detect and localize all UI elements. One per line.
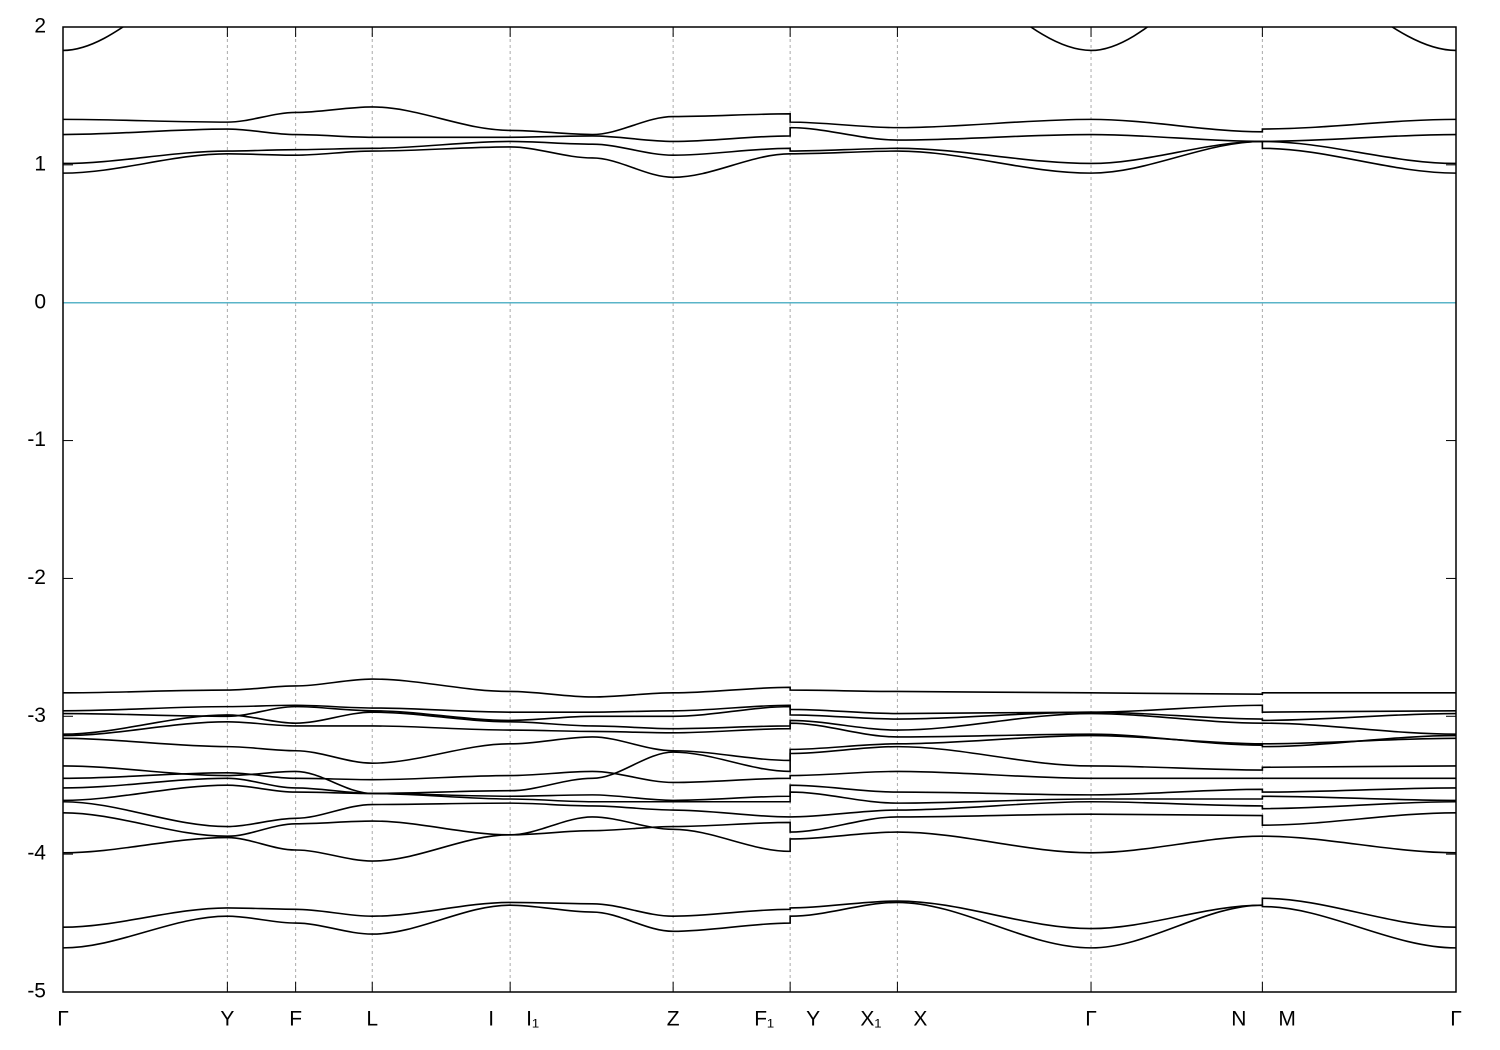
plot-frame	[62, 26, 1457, 993]
x-tick-label: Z	[667, 1008, 680, 1031]
y-tick-label: 2	[34, 15, 46, 38]
band	[63, 816, 1456, 862]
x-tick-label: F	[289, 1008, 302, 1031]
x-tick-label: N	[1231, 1008, 1246, 1031]
x-tick-label: F₁	[754, 1008, 774, 1031]
x-tick-label: X	[913, 1008, 927, 1031]
x-tick-label: Y	[220, 1008, 234, 1031]
band	[63, 27, 1456, 52]
x-tick-label: Γ	[57, 1008, 69, 1031]
band	[63, 811, 1456, 838]
band	[63, 711, 1456, 736]
y-tick-label: -2	[27, 566, 46, 589]
band	[63, 140, 1456, 165]
y-tick-label: -3	[27, 704, 46, 727]
bands	[63, 27, 1456, 949]
band	[63, 770, 1456, 784]
band	[63, 784, 1456, 804]
x-tick-label: L	[366, 1008, 378, 1031]
x-tick-label: Γ	[1085, 1008, 1097, 1031]
band	[63, 901, 1456, 949]
y-tick-label: -4	[27, 842, 46, 865]
band	[63, 106, 1456, 136]
band	[63, 734, 1456, 764]
band	[63, 720, 1456, 748]
x-tick-label: M	[1278, 1008, 1296, 1031]
y-tick-label: -5	[27, 980, 46, 1003]
band	[63, 705, 1456, 722]
band	[63, 678, 1456, 698]
x-tick-label: X₁	[860, 1008, 881, 1031]
band	[63, 126, 1456, 143]
band	[63, 745, 1456, 795]
band	[63, 800, 1456, 828]
x-tick-label: I₁	[526, 1008, 539, 1031]
x-tick-label: I	[488, 1008, 494, 1031]
band	[63, 140, 1456, 179]
x-tick-label: Γ	[1450, 1008, 1462, 1031]
x-tick-label: Y	[806, 1008, 820, 1031]
band	[63, 777, 1456, 802]
y-tick-label: 1	[34, 152, 46, 175]
band	[63, 704, 1456, 715]
y-tick-label: -1	[27, 428, 46, 451]
y-tick-label: 0	[34, 290, 46, 313]
